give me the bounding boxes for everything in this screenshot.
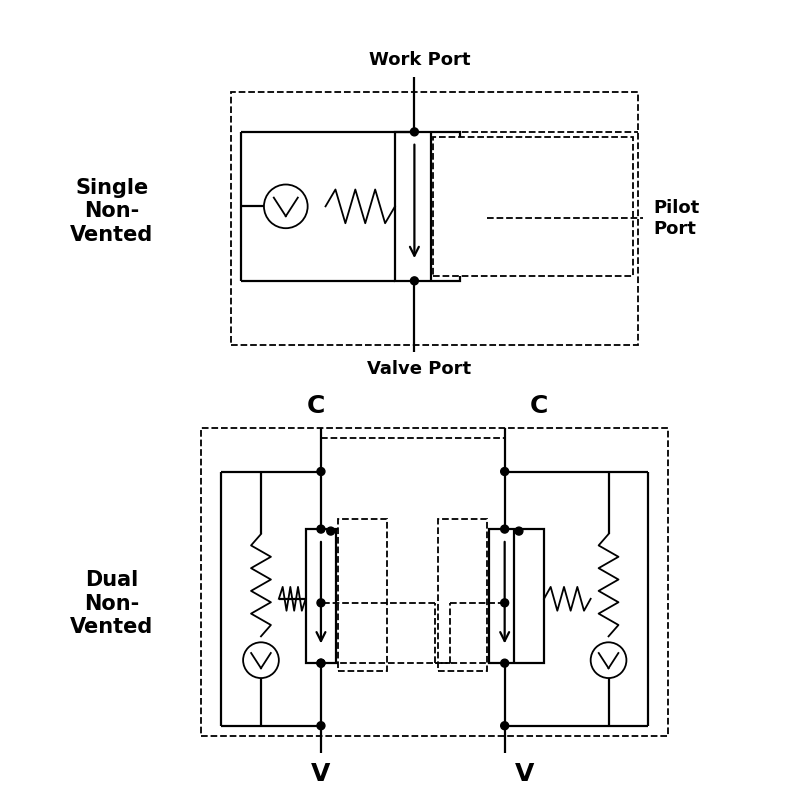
Bar	[306, 529, 360, 663]
Circle shape	[317, 599, 325, 607]
Circle shape	[410, 277, 418, 285]
Text: C: C	[307, 394, 325, 418]
Circle shape	[243, 642, 279, 678]
Circle shape	[264, 185, 308, 228]
Text: Valve Port: Valve Port	[367, 360, 471, 378]
Circle shape	[317, 659, 325, 667]
Text: Pilot
Port: Pilot Port	[654, 199, 699, 238]
Circle shape	[317, 525, 325, 533]
Circle shape	[501, 525, 509, 533]
Text: C: C	[530, 394, 549, 418]
Bar	[438, 519, 487, 671]
Bar	[490, 529, 544, 663]
Bar	[202, 428, 668, 736]
Circle shape	[501, 467, 509, 475]
Text: V: V	[515, 762, 534, 786]
Circle shape	[501, 599, 509, 607]
Circle shape	[317, 722, 325, 730]
Bar	[231, 92, 638, 346]
Circle shape	[590, 642, 626, 678]
Bar	[395, 132, 459, 281]
Bar	[338, 519, 387, 671]
Circle shape	[515, 527, 523, 535]
Text: Single
Non-
Vented: Single Non- Vented	[70, 178, 154, 245]
Bar	[459, 198, 487, 239]
Circle shape	[501, 659, 509, 667]
Circle shape	[317, 659, 325, 667]
Circle shape	[317, 467, 325, 475]
Circle shape	[410, 128, 418, 136]
Circle shape	[326, 527, 334, 535]
Text: Dual
Non-
Vented: Dual Non- Vented	[70, 570, 154, 637]
Bar	[433, 137, 634, 276]
Text: Work Port: Work Port	[369, 51, 470, 70]
Circle shape	[501, 722, 509, 730]
Text: V: V	[311, 762, 330, 786]
